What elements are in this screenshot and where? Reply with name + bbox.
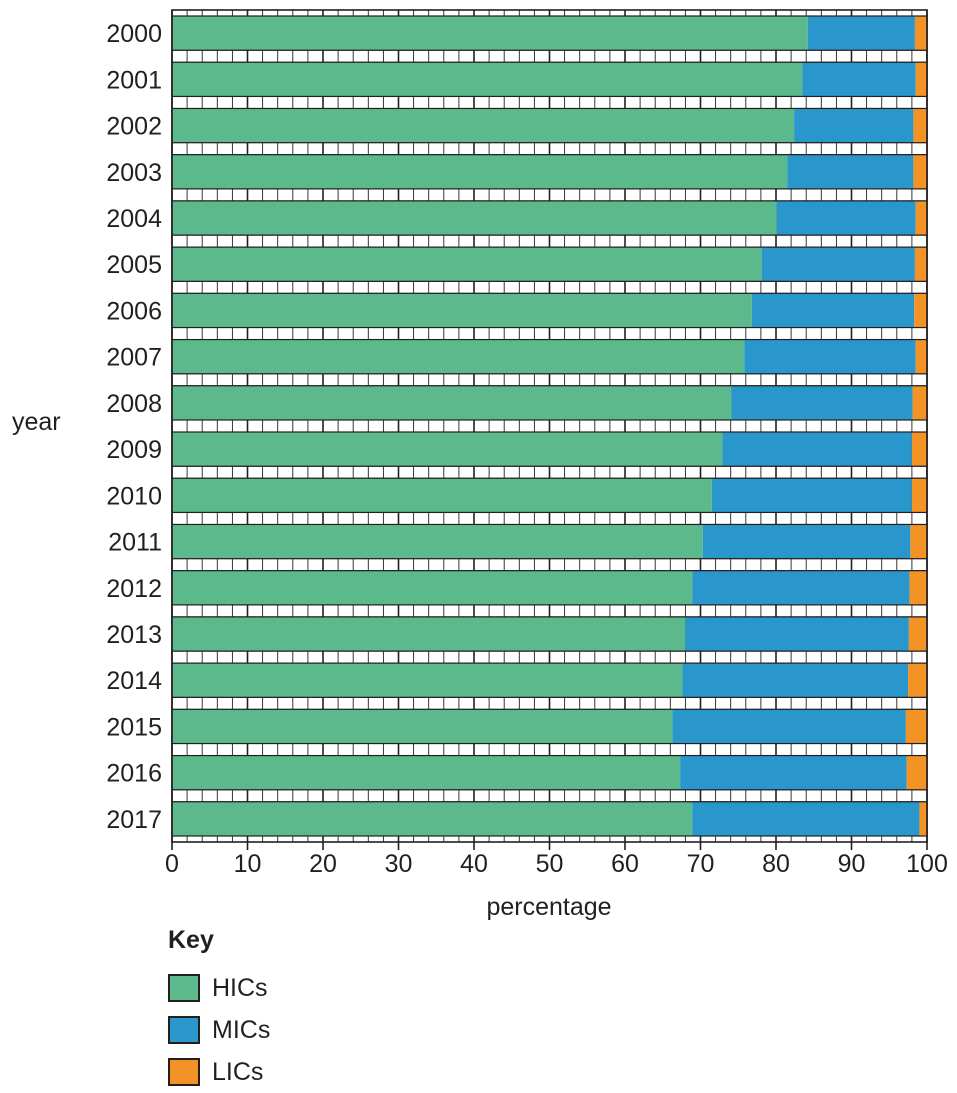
legend: Key HICs MICs LICs: [168, 926, 270, 1093]
bar-lics-2016: [906, 755, 927, 790]
bar-mics-2013: [685, 616, 909, 652]
y-tick-label: 2011: [108, 529, 162, 557]
bar-lics-2001: [915, 62, 927, 97]
bar-mics-2017: [692, 801, 920, 836]
x-tick-label: 80: [762, 850, 790, 878]
bar-lics-2007: [915, 339, 927, 374]
bar-hics-2001: [172, 62, 803, 97]
y-axis-title: year: [12, 408, 61, 436]
bar-mics-2012: [692, 570, 910, 605]
bar-hics-2017: [172, 801, 693, 836]
bar-mics-2016: [680, 755, 907, 790]
bar-hics-2010: [172, 478, 712, 513]
bar-hics-2016: [172, 755, 681, 790]
y-tick-label: 2010: [106, 482, 162, 510]
y-tick-label: 2005: [106, 251, 162, 279]
bar-hics-2002: [172, 108, 795, 143]
bar-hics-2008: [172, 385, 732, 420]
x-tick-label: 0: [165, 850, 179, 878]
bar-lics-2014: [908, 663, 927, 698]
bar-hics-2014: [172, 663, 683, 698]
bar-lics-2013: [908, 616, 927, 652]
bar-mics-2010: [711, 478, 912, 513]
bar-hics-2011: [172, 524, 703, 559]
legend-title: Key: [168, 926, 214, 954]
y-tick-label: 2012: [106, 575, 162, 603]
legend-label-hics: HICs: [212, 973, 268, 1002]
bar-lics-2006: [914, 293, 927, 328]
legend-swatch-hics: [168, 974, 200, 1002]
bar-lics-2008: [912, 385, 927, 420]
bar-mics-2000: [807, 16, 915, 51]
x-tick-label: 20: [309, 850, 337, 878]
x-tick-label: 70: [687, 850, 715, 878]
bar-hics-2003: [172, 154, 788, 189]
bar-lics-2012: [909, 570, 927, 605]
y-tick-label: 2001: [106, 66, 162, 94]
bar-hics-2007: [172, 339, 745, 374]
legend-item-mics: MICs: [168, 1009, 270, 1051]
y-tick-label: 2014: [106, 667, 162, 695]
bar-hics-2012: [172, 570, 693, 605]
bar-lics-2011: [910, 524, 927, 559]
axis-layer: 2000200120022003200420052006200720082009…: [106, 9, 948, 878]
bar-mics-2014: [682, 663, 909, 698]
bar-mics-2015: [672, 709, 906, 744]
bars-layer: [171, 15, 928, 837]
x-tick-label: 40: [460, 850, 488, 878]
y-tick-label: 2017: [106, 806, 162, 834]
bar-hics-2000: [172, 16, 808, 51]
y-tick-label: 2003: [106, 159, 162, 187]
y-tick-label: 2009: [106, 436, 162, 464]
x-tick-label: 60: [611, 850, 639, 878]
bar-mics-2006: [751, 293, 915, 328]
bar-mics-2009: [722, 432, 912, 467]
bar-mics-2007: [744, 339, 916, 374]
bar-mics-2003: [787, 154, 914, 189]
bar-mics-2001: [802, 62, 916, 97]
y-tick-label: 2015: [106, 713, 162, 741]
legend-item-lics: LICs: [168, 1051, 270, 1093]
bar-lics-2015: [905, 709, 927, 744]
bar-mics-2005: [761, 247, 915, 282]
bar-lics-2002: [913, 108, 927, 143]
y-tick-label: 2004: [106, 205, 162, 233]
legend-swatch-lics: [168, 1058, 200, 1086]
bar-mics-2002: [794, 108, 914, 143]
bar-lics-2010: [911, 478, 927, 513]
x-tick-label: 90: [838, 850, 866, 878]
bar-hics-2013: [172, 616, 686, 652]
bar-lics-2017: [919, 801, 927, 836]
bar-mics-2011: [702, 524, 911, 559]
y-tick-label: 2007: [106, 344, 162, 372]
bar-lics-2005: [914, 247, 927, 282]
x-tick-label: 30: [385, 850, 413, 878]
bar-hics-2015: [172, 709, 673, 744]
y-tick-label: 2013: [106, 621, 162, 649]
bar-lics-2003: [913, 154, 927, 189]
bar-mics-2008: [731, 385, 913, 420]
bar-lics-2009: [911, 432, 927, 467]
bar-mics-2004: [776, 200, 916, 236]
x-tick-label: 50: [536, 850, 564, 878]
bar-hics-2005: [172, 247, 762, 282]
bar-lics-2004: [915, 200, 927, 236]
y-tick-label: 2000: [106, 20, 162, 48]
x-tick-label: 100: [906, 850, 948, 878]
y-tick-label: 2002: [106, 113, 162, 141]
x-tick-label: 10: [234, 850, 262, 878]
bar-hics-2006: [172, 293, 752, 328]
bar-hics-2009: [172, 432, 723, 467]
y-tick-label: 2008: [106, 390, 162, 418]
stacked-bar-chart: 2000200120022003200420052006200720082009…: [12, 9, 948, 920]
legend-label-lics: LICs: [212, 1057, 264, 1086]
y-tick-label: 2016: [106, 760, 162, 788]
x-axis-title: percentage: [486, 893, 611, 920]
bar-lics-2000: [914, 16, 927, 51]
y-tick-label: 2006: [106, 297, 162, 325]
legend-label-mics: MICs: [212, 1015, 271, 1044]
legend-swatch-mics: [168, 1016, 200, 1044]
bar-hics-2004: [172, 200, 777, 236]
legend-item-hics: HICs: [168, 967, 270, 1009]
